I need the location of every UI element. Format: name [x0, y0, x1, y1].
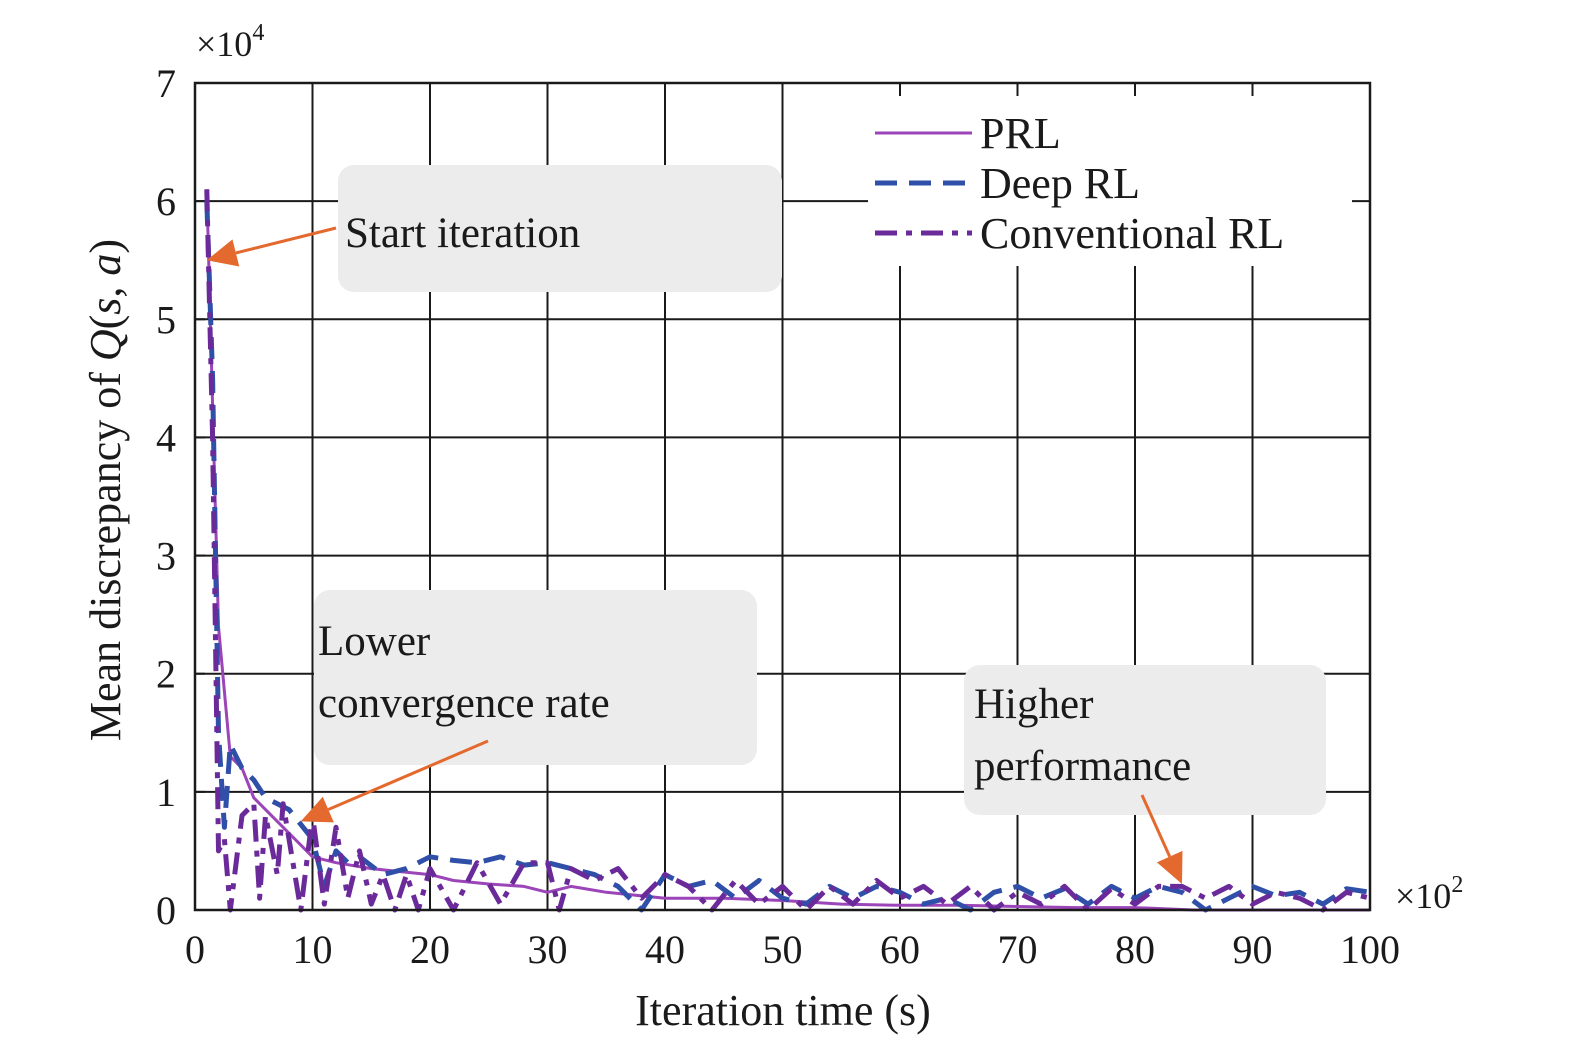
annotations: Start iteration Lower convergence rate High… — [206, 165, 1326, 885]
annotation-arrow-head — [1156, 850, 1183, 885]
legend-label: Conventional RL — [980, 209, 1284, 258]
x-tick-label: 20 — [410, 927, 450, 972]
x-tick-label: 80 — [1115, 927, 1155, 972]
x-multiplier: ×102 — [1395, 872, 1463, 916]
series-line-prl — [205, 189, 1370, 912]
x-tick-label: 100 — [1340, 927, 1400, 972]
annotation-text: Start iteration — [345, 210, 580, 257]
x-tick-labels: 0 10 20 30 40 50 60 70 80 90 100 — [185, 927, 1400, 972]
y-tick-label: 0 — [156, 888, 176, 933]
x-tick-label: 60 — [880, 927, 920, 972]
x-tick-label: 70 — [998, 927, 1038, 972]
annotation-text: Lower — [318, 618, 430, 665]
annotation-box — [964, 665, 1326, 815]
x-tick-label: 0 — [185, 927, 205, 972]
y-tick-labels: 0 1 2 3 4 5 6 7 — [156, 61, 176, 933]
annotation-arrow-line — [235, 226, 337, 255]
annotation-box — [314, 590, 757, 765]
annotation-arrow-line — [327, 739, 489, 811]
y-axis-title: Mean discrepancy of Q(s, a) — [81, 239, 130, 741]
annotation-arrow-head — [206, 239, 240, 267]
x-tick-label: 90 — [1233, 927, 1273, 972]
annotation-text: Higher — [974, 681, 1093, 728]
x-tick-label: 50 — [763, 927, 803, 972]
y-tick-label: 2 — [156, 652, 176, 697]
y-tick-label: 5 — [156, 297, 176, 342]
legend-label: PRL — [980, 109, 1061, 158]
x-tick-label: 30 — [528, 927, 568, 972]
annotation-box — [338, 165, 782, 292]
plot-frame — [193, 81, 1372, 912]
series-group — [204, 189, 1371, 913]
x-tick-label: 10 — [293, 927, 333, 972]
annotation-text: performance — [974, 743, 1191, 790]
annotation-arrow-line — [1140, 794, 1172, 858]
x-tick-label: 40 — [645, 927, 685, 972]
annotation-arrow-head — [300, 796, 334, 823]
y-tick-label: 4 — [156, 415, 176, 460]
y-tick-label: 7 — [156, 61, 176, 106]
y-tick-label: 3 — [156, 534, 176, 579]
legend-label: Deep RL — [980, 159, 1140, 208]
series-line-conventional-rl — [204, 189, 1371, 913]
y-tick-label: 6 — [156, 179, 176, 224]
y-tick-label: 1 — [156, 770, 176, 815]
x-axis-title: Iteration time (s) — [635, 986, 931, 1035]
annotation-text: convergence rate — [318, 680, 610, 727]
y-multiplier: ×104 — [196, 20, 264, 64]
